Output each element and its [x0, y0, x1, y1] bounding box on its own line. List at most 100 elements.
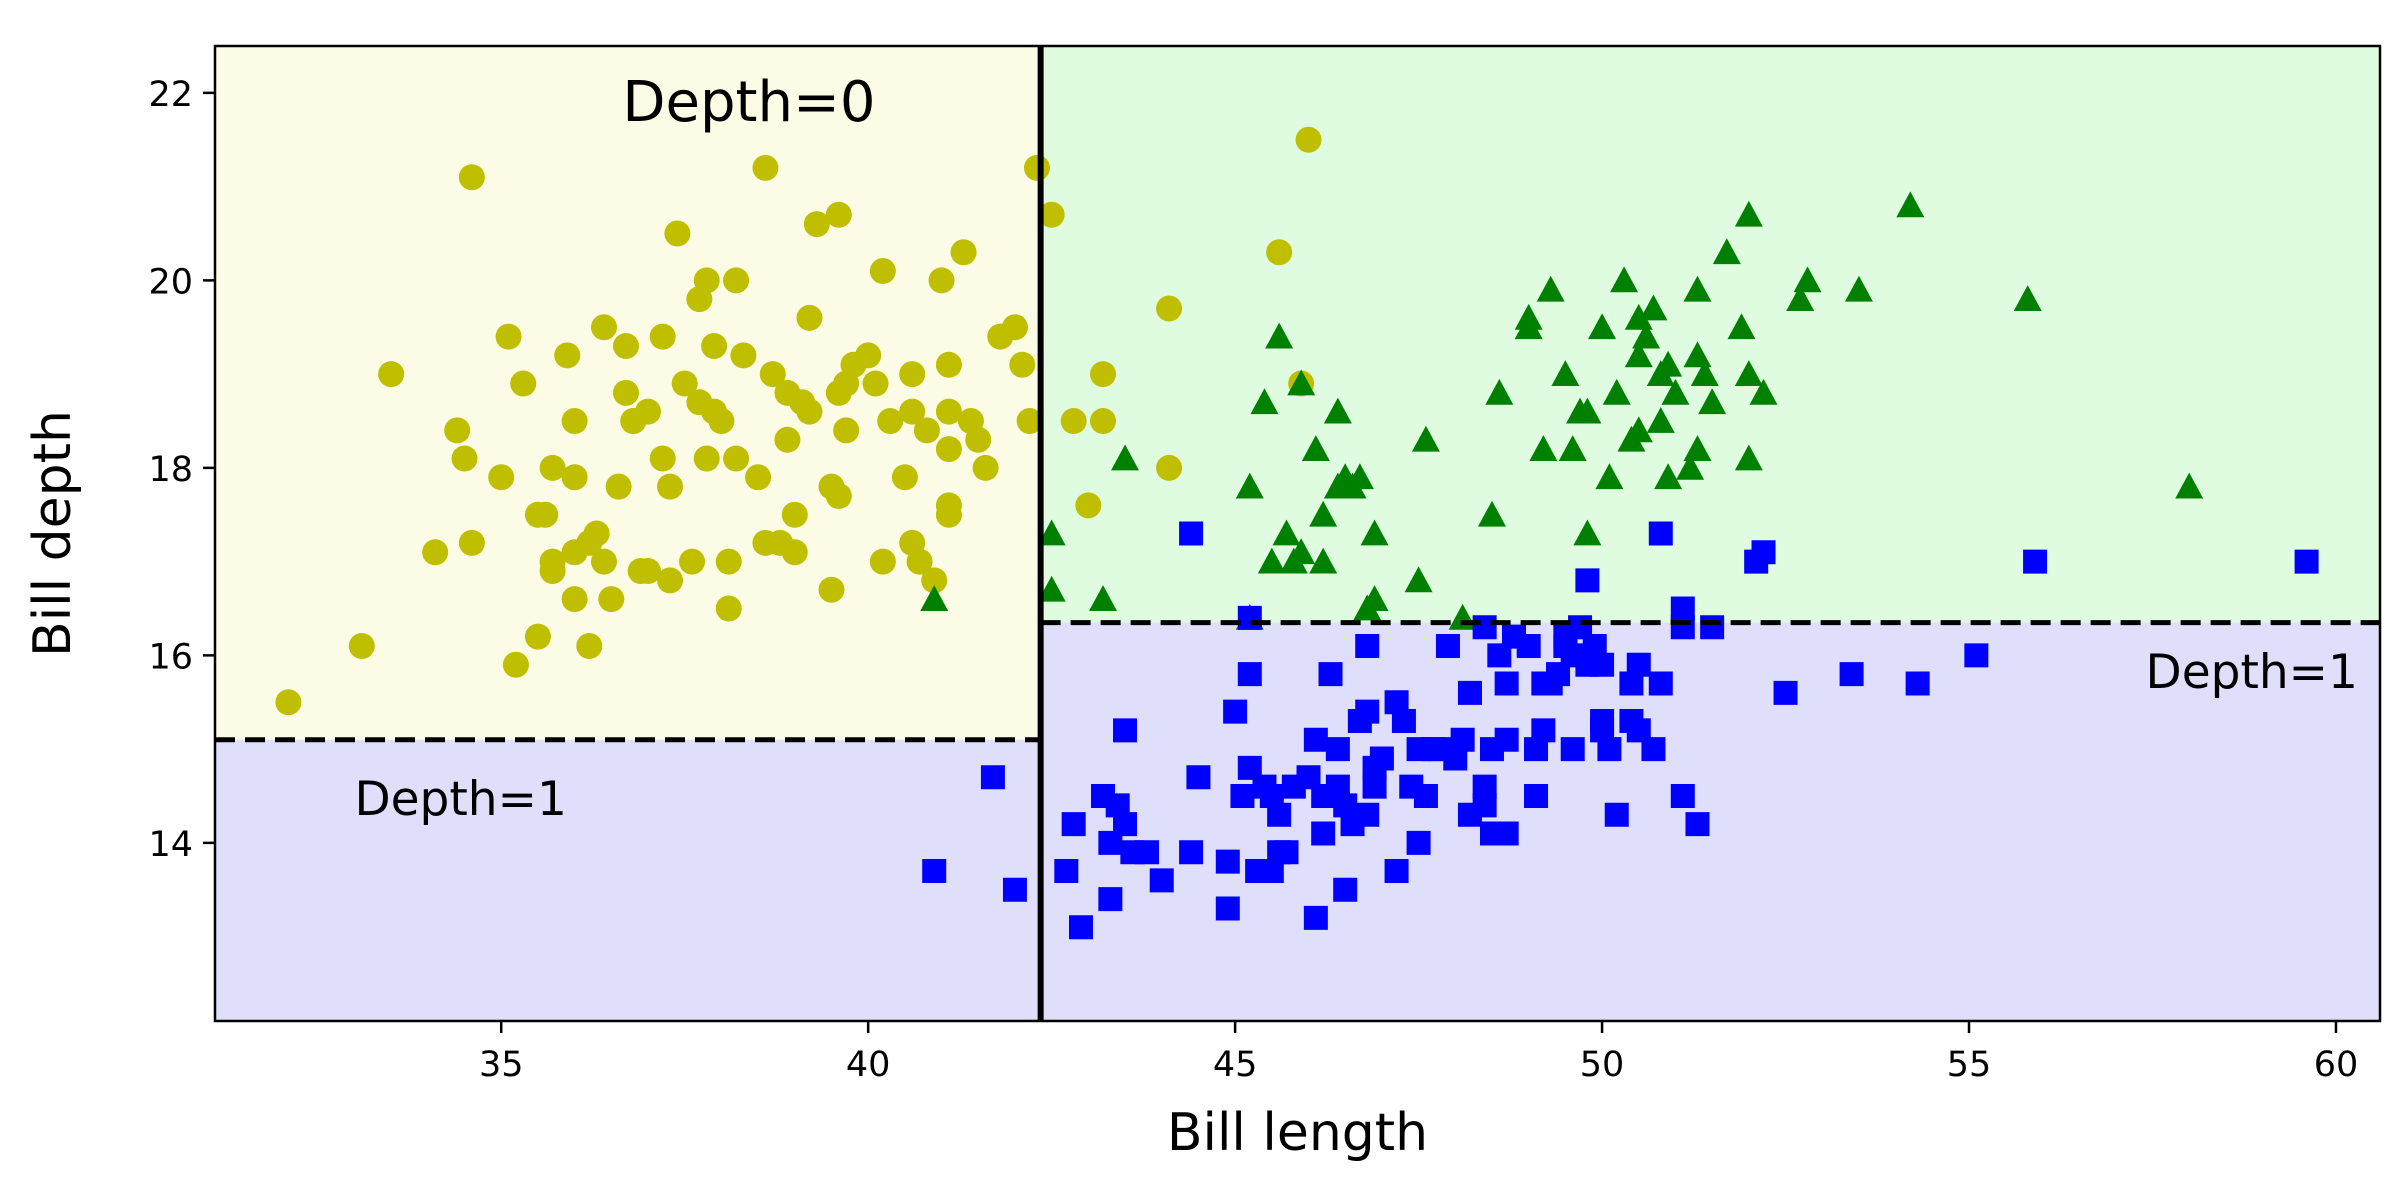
triangle-point — [1309, 500, 1338, 527]
circle-point — [935, 492, 962, 519]
square-point — [1054, 859, 1079, 883]
circle-point — [620, 408, 647, 434]
square-point — [1751, 540, 1776, 565]
circle-point — [730, 342, 757, 369]
triangle-point — [1404, 566, 1433, 593]
square-point — [1135, 840, 1160, 865]
square-point — [1648, 671, 1673, 696]
circle-point — [657, 473, 684, 500]
depth-label: Depth=1 — [2146, 645, 2358, 700]
triangle-point — [920, 585, 949, 612]
circle-point — [693, 445, 720, 472]
square-point — [1457, 680, 1482, 705]
square-point — [1355, 699, 1380, 724]
circle-point — [576, 633, 603, 659]
triangle-point — [1734, 444, 1763, 471]
triangle-point — [1485, 378, 1514, 405]
square-point — [1061, 812, 1086, 837]
triangle-point — [1551, 360, 1580, 387]
triangle-point — [1323, 397, 1352, 424]
triangle-point — [1411, 425, 1440, 452]
triangle-point — [1844, 275, 1873, 302]
circle-point — [502, 651, 529, 678]
triangle-point — [2175, 472, 2204, 499]
square-point — [1391, 709, 1416, 733]
square-point — [1237, 605, 1262, 630]
circle-point — [598, 586, 625, 613]
triangle-point — [1749, 378, 1778, 405]
square-point — [1406, 830, 1431, 855]
triangle-point — [1646, 407, 1675, 433]
circle-point — [671, 370, 698, 397]
square-point — [1002, 877, 1027, 902]
square-point — [1435, 634, 1460, 658]
triangle-point — [1896, 191, 1925, 218]
square-point — [1325, 737, 1350, 762]
circle-point — [913, 417, 940, 444]
circle-point — [818, 576, 845, 603]
circle-point — [752, 154, 779, 181]
square-point — [2294, 549, 2319, 574]
circle-point — [664, 220, 691, 247]
square-point — [1773, 680, 1798, 705]
square-point — [922, 859, 947, 883]
circle-point — [561, 464, 588, 491]
triangle-point — [1345, 463, 1374, 490]
triangle-point — [1111, 444, 1140, 471]
circle-point — [796, 398, 823, 425]
circle-point — [1075, 492, 1102, 519]
triangle-point — [1265, 322, 1294, 349]
triangle-point — [1698, 388, 1727, 415]
circle-point — [715, 548, 742, 575]
square-point — [1179, 521, 1204, 546]
square-point — [1355, 802, 1380, 827]
circle-point — [825, 483, 852, 509]
triangle-point — [1536, 275, 1565, 302]
x-tick-label: 60 — [2314, 1045, 2359, 1085]
circle-point — [950, 239, 977, 266]
square-point — [1700, 615, 1725, 640]
circle-point — [539, 558, 566, 584]
triangle-point — [1793, 266, 1822, 293]
triangle-point — [1624, 341, 1653, 368]
triangle-point — [1595, 463, 1624, 490]
circle-point — [935, 398, 962, 425]
square-point — [1355, 634, 1380, 658]
square-point — [1318, 662, 1343, 687]
circle-point — [855, 342, 882, 369]
circle-point — [1001, 314, 1028, 341]
y-tick-label: 18 — [148, 450, 193, 490]
square-point — [1413, 784, 1438, 808]
x-tick-label: 50 — [1580, 1045, 1625, 1085]
triangle-point — [1573, 519, 1602, 546]
triangle-point — [1690, 360, 1719, 387]
triangle-point — [1250, 388, 1279, 415]
circle-point — [1156, 454, 1183, 481]
square-point — [1597, 737, 1622, 762]
square-point — [1494, 821, 1519, 846]
circle-point — [679, 548, 706, 575]
triangle-point — [1301, 435, 1330, 462]
square-point — [1311, 821, 1336, 846]
circle-point — [649, 445, 676, 472]
circle-point — [877, 408, 904, 434]
square-point — [1362, 755, 1387, 780]
square-point — [1648, 521, 1673, 546]
x-axis-label: Bill length — [1167, 1103, 1428, 1163]
square-point — [1186, 765, 1211, 790]
data-points — [275, 126, 2319, 940]
circle-point — [803, 211, 830, 238]
circle-point — [532, 501, 559, 528]
circle-point — [825, 201, 852, 228]
square-point — [1905, 671, 1930, 696]
square-point — [1685, 812, 1710, 837]
square-point — [1069, 915, 1093, 940]
square-point — [1113, 718, 1138, 743]
triangle-point — [1287, 369, 1316, 396]
circle-point — [708, 408, 735, 434]
circle-point — [1295, 126, 1322, 153]
square-point — [1590, 709, 1615, 733]
square-point — [1670, 784, 1695, 808]
triangle-point — [1477, 500, 1506, 527]
